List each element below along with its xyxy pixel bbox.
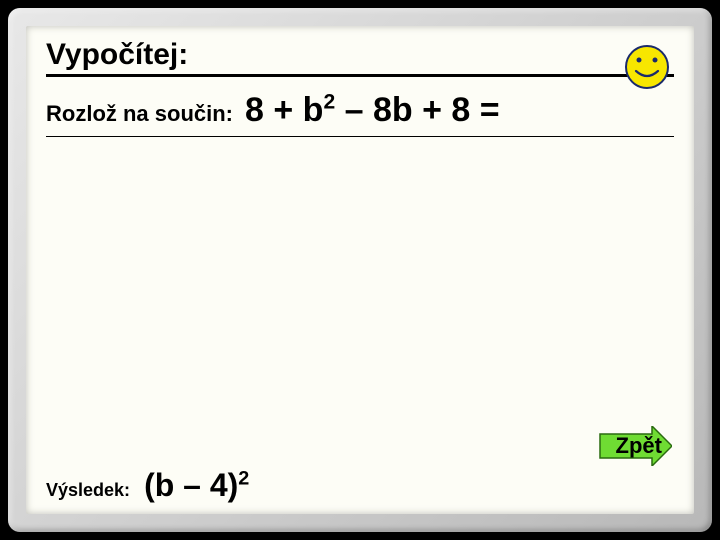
smiley-icon (624, 44, 670, 90)
page-title: Vypočítej: (46, 38, 674, 72)
result-label: Výsledek: (46, 480, 130, 501)
expr-sup-1: 2 (323, 91, 335, 114)
result-row: Výsledek: (b – 4)2 (46, 467, 249, 504)
result-sup-1: 2 (238, 467, 249, 489)
result-part-1: (b – 4) (144, 467, 238, 503)
whiteboard-surface: Vypočítej: Rozlož na součin: 8 + b2 – 8b… (26, 26, 694, 514)
expr-part-1: 8 + b (245, 91, 323, 129)
content-area: Vypočítej: Rozlož na součin: 8 + b2 – 8b… (26, 26, 694, 514)
prompt-row: Rozlož na součin: 8 + b2 – 8b + 8 = (46, 91, 674, 130)
expression: 8 + b2 – 8b + 8 = (245, 91, 500, 130)
title-underline (46, 74, 674, 77)
prompt-label: Rozlož na součin: (46, 101, 233, 127)
whiteboard-frame: Vypočítej: Rozlož na součin: 8 + b2 – 8b… (8, 8, 712, 532)
back-button-label: Zpět (616, 433, 672, 459)
result-value: (b – 4)2 (144, 467, 249, 504)
back-button[interactable]: Zpět (582, 426, 672, 466)
expr-part-2: – 8b + 8 = (335, 91, 499, 129)
prompt-underline (46, 136, 674, 137)
